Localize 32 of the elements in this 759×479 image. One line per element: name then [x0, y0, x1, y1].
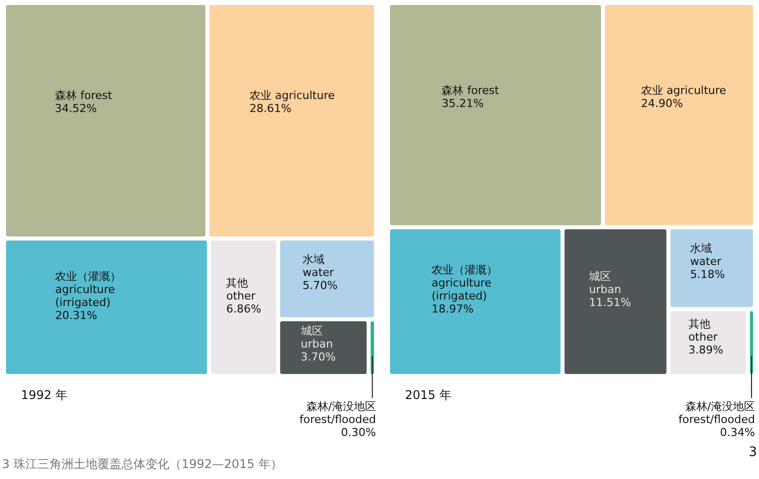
text: 3 珠江三角洲土地覆盖总体变化（1992—2015 年） — [2, 457, 282, 471]
data-label: 0.30% — [341, 426, 376, 439]
category-label: 其他 other — [688, 318, 718, 344]
data-label: 24.90% — [640, 97, 683, 110]
data-label: 3.70% — [300, 350, 336, 364]
category-label: 农业（灌溉） agriculture (irrigated) — [432, 264, 498, 303]
category-label: 森林 forest — [442, 84, 500, 98]
category-label: 水域 water — [690, 242, 722, 268]
text: 3 — [748, 445, 758, 460]
data-label: 0.34% — [720, 426, 755, 439]
data-label: 20.31% — [55, 309, 98, 322]
category-label: 水域 water — [302, 252, 334, 279]
data-label: 34.52% — [54, 102, 97, 115]
category-label: 农业 agriculture — [250, 88, 335, 102]
text: 2015 年 — [405, 388, 452, 402]
data-label: 35.21% — [442, 97, 484, 110]
category-label: 森林/淹没地区 forest/flooded — [678, 400, 755, 426]
text: 1992 年 — [21, 388, 68, 402]
data-label: 5.18% — [690, 268, 726, 282]
category-label: 森林 forest — [54, 88, 113, 102]
data-label: 18.97% — [432, 302, 474, 316]
data-label: 6.86% — [226, 302, 262, 316]
category-label: 农业（灌溉） agriculture (irrigated) — [55, 270, 122, 310]
category-label: 城区 urban — [300, 324, 333, 350]
data-label: 11.51% — [589, 296, 631, 310]
data-label: 28.61% — [250, 102, 292, 115]
data-label: 3.89% — [688, 344, 724, 357]
category-label: 城区 urban — [588, 270, 622, 296]
category-label: 农业 agriculture — [640, 84, 726, 98]
category-label: 森林/淹没地区 forest/flooded — [299, 400, 376, 426]
category-label: 其他 other — [226, 276, 256, 303]
data-label: 5.70% — [302, 278, 338, 292]
